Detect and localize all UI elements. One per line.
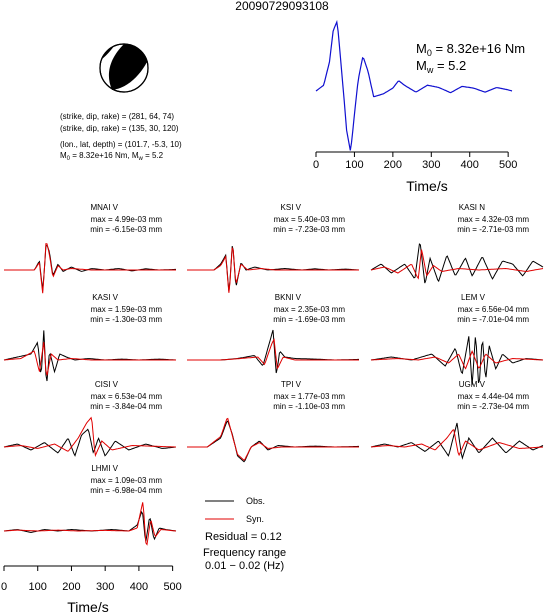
min-amplitude: min = -1.69e-03 mm xyxy=(273,315,345,324)
observed-trace xyxy=(3,428,177,457)
observed-trace xyxy=(187,420,359,463)
station-name: KASI N xyxy=(459,203,485,212)
residual-text: Residual = 0.12 xyxy=(205,531,282,543)
max-amplitude: max = 1.09e-03 mm xyxy=(91,476,163,485)
stf-tick-label: 400 xyxy=(461,159,479,171)
max-amplitude: max = 4.99e-03 mm xyxy=(91,215,163,224)
max-amplitude: max = 5.40e-03 mm xyxy=(274,215,346,224)
observed-trace xyxy=(4,244,176,291)
stf-tick-label: 0 xyxy=(313,159,319,171)
min-amplitude: min = -7.23e-03 mm xyxy=(273,225,345,234)
station-name: TPI V xyxy=(281,380,302,389)
mechanism-line-2: (strike, dip, rake) = (135, 30, 120) xyxy=(60,124,179,133)
synthetic-trace xyxy=(187,247,359,293)
waveform-x-axis: 0 100 200 300 400 500 xyxy=(1,565,182,593)
min-amplitude: min = -7.01e-04 mm xyxy=(457,315,529,324)
observed-trace xyxy=(370,336,544,386)
station-name: UGM V xyxy=(459,380,486,389)
bottom-tick-label: 0 xyxy=(1,581,7,593)
max-amplitude: max = 4.32e-03 mm xyxy=(458,215,530,224)
observed-trace xyxy=(3,330,177,382)
synthetic-trace xyxy=(4,243,176,294)
station-name: MNAI V xyxy=(90,203,118,212)
legend-syn-label: Syn. xyxy=(246,514,264,524)
stf-tick-label: 200 xyxy=(384,159,402,171)
mw-subscript: w xyxy=(138,156,144,162)
max-amplitude: max = 1.77e-03 mm xyxy=(274,392,346,401)
frequency-range-value: 0.01 − 0.02 (Hz) xyxy=(205,560,284,572)
min-amplitude: min = -1.10e-03 mm xyxy=(273,402,345,411)
bottom-tick-label: 100 xyxy=(29,581,47,593)
station-name: KSI V xyxy=(281,203,302,212)
station-name: CISI V xyxy=(95,380,119,389)
observed-trace xyxy=(187,245,360,292)
observed-trace xyxy=(370,243,544,284)
synthetic-trace xyxy=(3,342,176,376)
station-name: KASI V xyxy=(92,293,118,302)
bottom-tick-label: 400 xyxy=(130,581,148,593)
stf-series-line xyxy=(315,19,513,151)
beach-ball-icon xyxy=(99,43,149,93)
mechanism-line-4: M0 = 8.32e+16 Nm, Mw = 5.2 xyxy=(60,151,164,162)
station-name: LEM V xyxy=(461,293,486,302)
frequency-range-title: Frequency range xyxy=(203,547,286,559)
synthetic-trace xyxy=(3,416,176,458)
synthetic-trace xyxy=(3,502,177,546)
stf-magnitude-label: Mw = 5.2 xyxy=(416,58,466,75)
mechanism-line-3: (lon., lat, depth) = (101.7, -5.3, 10) xyxy=(60,140,182,149)
station-name: BKNI V xyxy=(275,293,302,302)
min-amplitude: min = -2.73e-04 mm xyxy=(457,402,529,411)
synthetic-trace xyxy=(187,417,359,461)
min-amplitude: min = -3.84e-04 mm xyxy=(90,402,162,411)
observed-trace xyxy=(3,510,177,542)
min-amplitude: min = -6.15e-03 mm xyxy=(90,225,162,234)
max-amplitude: max = 6.56e-04 mm xyxy=(458,305,530,314)
bottom-tick-label: 200 xyxy=(62,581,80,593)
observed-trace xyxy=(370,422,544,460)
max-amplitude: max = 1.59e-03 mm xyxy=(91,305,163,314)
stf-tick-label: 500 xyxy=(499,159,517,171)
synthetic-trace xyxy=(370,249,544,280)
stf-x-axis-label: Time/s xyxy=(406,178,447,194)
legend: Obs. Syn. xyxy=(205,496,265,524)
bottom-tick-label: 300 xyxy=(96,581,114,593)
mw-value: = 5.2 xyxy=(143,151,164,160)
min-amplitude: min = -2.71e-03 mm xyxy=(457,225,529,234)
figure-title: 20090729093108 xyxy=(235,0,329,13)
stf-moment-label: M0 = 8.32e+16 Nm xyxy=(416,41,525,58)
m0-value: = 8.32e+16 Nm, M xyxy=(70,151,139,160)
min-amplitude: min = -6.98e-04 mm xyxy=(90,486,162,495)
legend-obs-label: Obs. xyxy=(246,496,265,506)
observed-trace xyxy=(187,329,359,374)
m0-symbol: M xyxy=(60,151,67,160)
mechanism-line-1: (strike, dip, rake) = (281, 64, 74) xyxy=(60,112,174,121)
max-amplitude: max = 4.44e-04 mm xyxy=(458,392,530,401)
synthetic-trace xyxy=(370,429,544,457)
synthetic-trace xyxy=(187,338,359,370)
bottom-tick-label: 500 xyxy=(163,581,181,593)
max-amplitude: max = 6.53e-04 mm xyxy=(91,392,163,401)
synthetic-trace xyxy=(370,350,544,370)
stf-tick-label: 300 xyxy=(422,159,440,171)
source-time-function-plot: 0 100 200 300 400 500 M0 = 8.32e+16 Nm Mw = 5… xyxy=(313,19,525,194)
m0-subscript: 0 xyxy=(67,156,71,162)
waveform-x-axis-label: Time/s xyxy=(67,599,108,615)
stf-x-ticks: 0 100 200 300 400 500 xyxy=(313,152,517,171)
max-amplitude: max = 2.35e-03 mm xyxy=(274,305,346,314)
min-amplitude: min = -1.30e-03 mm xyxy=(90,315,162,324)
station-name: LHMI V xyxy=(91,464,118,473)
stf-tick-label: 100 xyxy=(345,159,363,171)
